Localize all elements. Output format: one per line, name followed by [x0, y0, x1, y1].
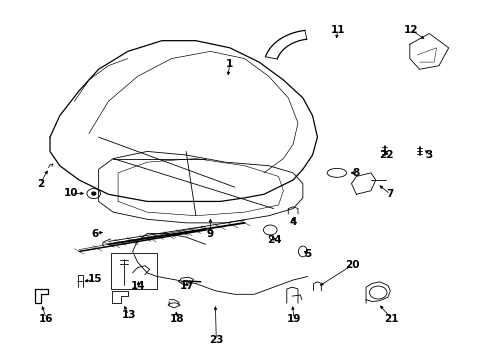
Text: 4: 4 [289, 217, 296, 227]
Bar [111, 253, 157, 289]
Text: 11: 11 [330, 25, 345, 35]
Text: 6: 6 [91, 229, 98, 239]
Text: 15: 15 [87, 274, 102, 284]
Text: 5: 5 [304, 249, 311, 259]
Text: 17: 17 [180, 282, 194, 292]
Text: 3: 3 [425, 150, 432, 160]
Text: 24: 24 [267, 235, 282, 245]
Text: 18: 18 [170, 314, 184, 324]
Text: 12: 12 [403, 25, 418, 35]
Text: 7: 7 [386, 189, 393, 199]
Text: 9: 9 [206, 229, 214, 239]
Text: 22: 22 [379, 150, 393, 160]
Text: 16: 16 [39, 314, 53, 324]
Text: 13: 13 [122, 310, 136, 320]
Text: 8: 8 [352, 168, 359, 178]
Text: 23: 23 [209, 335, 223, 345]
Text: 19: 19 [286, 314, 301, 324]
Text: 1: 1 [226, 59, 233, 69]
Text: 21: 21 [383, 314, 398, 324]
Circle shape [92, 192, 96, 195]
Text: 10: 10 [63, 188, 78, 198]
Text: 14: 14 [131, 282, 145, 292]
Text: 20: 20 [345, 260, 359, 270]
Text: 2: 2 [37, 179, 44, 189]
